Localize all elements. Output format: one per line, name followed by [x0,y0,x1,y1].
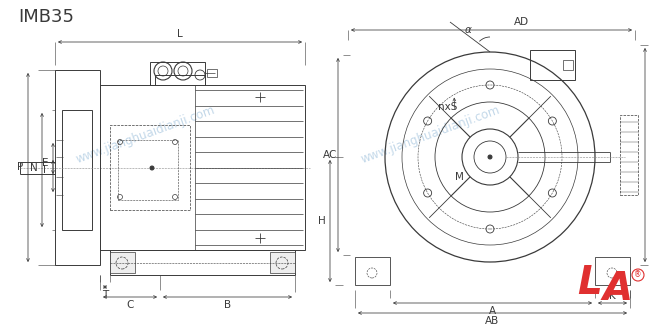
Text: A: A [603,270,633,308]
Text: A: A [489,306,496,316]
Bar [355,257,390,285]
Text: nxS: nxS [438,102,458,112]
Text: www.jianghuaidianji.com: www.jianghuaidianji.com [73,104,216,166]
Bar [110,252,135,273]
Text: K: K [608,291,616,301]
Text: T: T [102,290,108,300]
Text: E: E [42,158,48,167]
Text: L: L [177,29,183,39]
Text: P: P [17,162,23,173]
Text: C: C [126,300,134,310]
Bar [100,85,305,250]
Bar [55,70,100,265]
Text: IMB35: IMB35 [18,8,74,26]
Bar [270,252,295,273]
Text: α: α [465,25,471,35]
Text: www.jianghuaidianji.com: www.jianghuaidianji.com [359,104,501,166]
Bar [62,110,92,230]
Circle shape [488,155,492,159]
Text: AB: AB [486,316,500,325]
Text: M: M [455,173,464,182]
Text: H: H [318,216,326,226]
Bar [595,257,630,285]
Text: I: I [44,165,47,175]
Bar [563,60,573,70]
Bar [530,50,575,80]
Bar [150,62,205,85]
Bar [155,75,205,85]
Text: N: N [30,163,38,173]
Text: ®: ® [634,270,642,280]
Text: L: L [578,264,603,302]
Bar [620,115,638,195]
Text: AD: AD [514,17,529,27]
Circle shape [150,166,154,170]
Bar [118,140,178,200]
Text: AC: AC [323,150,337,160]
Text: B: B [224,300,231,310]
Bar [207,69,217,77]
Bar [110,125,190,210]
